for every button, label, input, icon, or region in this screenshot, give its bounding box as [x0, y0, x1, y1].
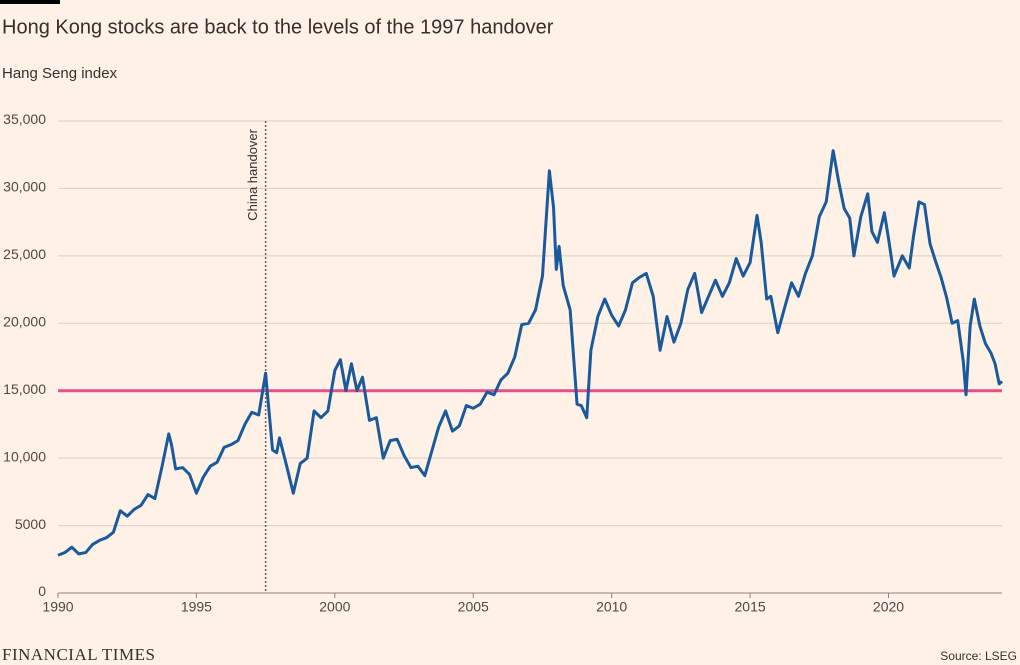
annotation-label: China handover — [245, 128, 260, 220]
x-tick-label: 2010 — [596, 599, 627, 615]
y-tick-label: 25,000 — [3, 246, 46, 262]
y-tick-label: 35,000 — [3, 111, 46, 127]
chart-title: Hong Kong stocks are back to the levels … — [2, 16, 554, 38]
y-tick-label: 20,000 — [3, 313, 46, 329]
x-tick-label: 2000 — [319, 599, 350, 615]
x-tick-label: 1995 — [181, 599, 212, 615]
top-bar — [0, 0, 60, 4]
brand: FINANCIAL TIMES — [2, 645, 155, 664]
x-tick-label: 2015 — [735, 599, 766, 615]
y-tick-label: 5000 — [15, 516, 46, 532]
source: Source: LSEG — [940, 649, 1017, 663]
x-tick-label: 2020 — [873, 599, 904, 615]
x-tick-label: 1990 — [42, 599, 73, 615]
y-tick-label: 15,000 — [3, 381, 46, 397]
x-tick-label: 2005 — [458, 599, 489, 615]
y-tick-label: 10,000 — [3, 448, 46, 464]
subtitle: Hang Seng index — [2, 65, 118, 82]
y-tick-label: 0 — [38, 583, 46, 599]
series-line — [57, 149, 1004, 557]
y-tick-label: 30,000 — [3, 179, 46, 195]
